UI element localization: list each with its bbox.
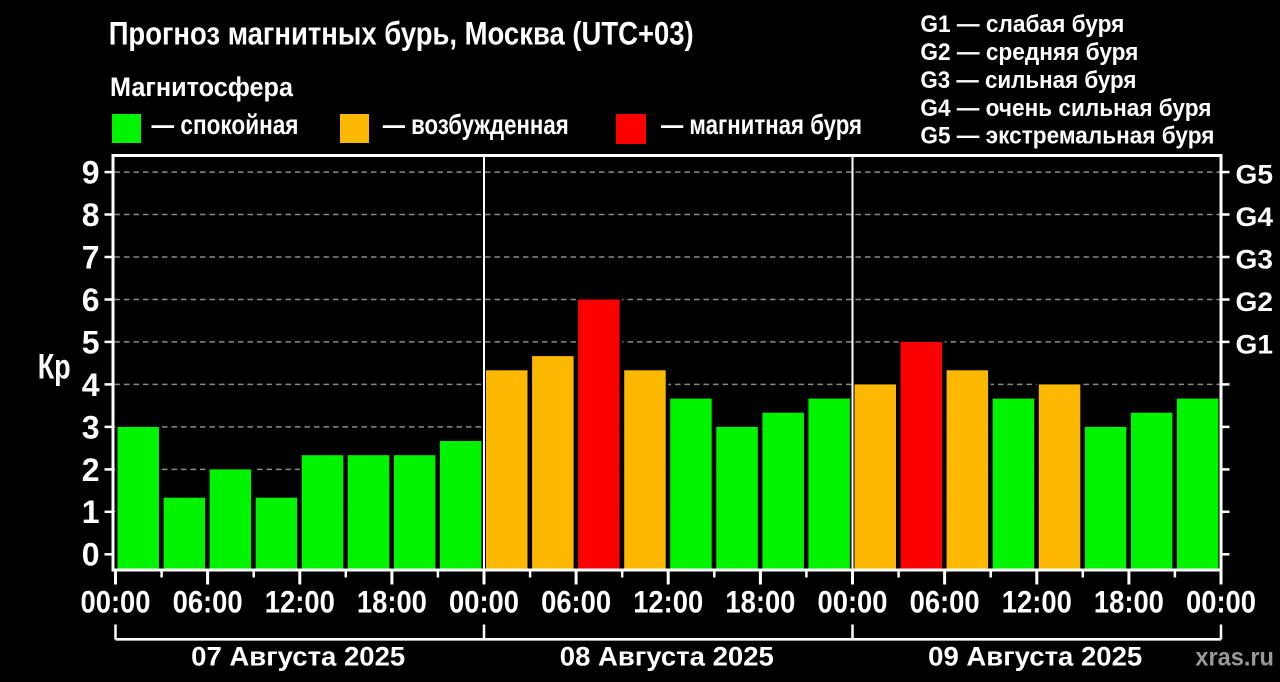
svg-text:Магнитосфера: Магнитосфера (110, 72, 293, 102)
svg-text:06:00: 06:00 (541, 583, 611, 619)
svg-text:Прогноз магнитных бурь, Москва: Прогноз магнитных бурь, Москва (UTC+03) (109, 15, 694, 51)
svg-text:G5: G5 (1236, 160, 1274, 190)
svg-text:3: 3 (82, 409, 100, 445)
svg-text:18:00: 18:00 (357, 583, 427, 619)
svg-text:G2: G2 (1236, 287, 1274, 317)
svg-text:G3: G3 (1236, 244, 1274, 274)
svg-text:06:00: 06:00 (173, 583, 243, 619)
svg-text:4: 4 (82, 367, 100, 403)
svg-text:6: 6 (82, 282, 100, 318)
svg-text:5: 5 (82, 324, 100, 360)
svg-text:1: 1 (82, 494, 100, 530)
svg-text:8: 8 (82, 197, 100, 233)
svg-text:07 Августа 2025: 07 Августа 2025 (191, 641, 405, 671)
svg-text:G4 — очень сильная буря: G4 — очень сильная буря (920, 95, 1211, 122)
svg-text:08 Августа 2025: 08 Августа 2025 (560, 641, 774, 671)
svg-text:— спокойная: — спокойная (152, 109, 299, 140)
svg-text:06:00: 06:00 (910, 583, 980, 619)
svg-text:G5 — экстремальная буря: G5 — экстремальная буря (920, 123, 1214, 150)
svg-text:G2 — средняя буря: G2 — средняя буря (920, 39, 1138, 66)
svg-text:18:00: 18:00 (1094, 583, 1164, 619)
svg-text:12:00: 12:00 (265, 583, 335, 619)
svg-text:G4: G4 (1236, 202, 1274, 232)
svg-text:G1 — слабая буря: G1 — слабая буря (920, 11, 1124, 38)
svg-text:Кр: Кр (38, 348, 71, 387)
svg-text:2: 2 (82, 452, 100, 488)
svg-text:xras.ru: xras.ru (1195, 644, 1274, 672)
svg-text:G1: G1 (1236, 329, 1274, 359)
svg-text:12:00: 12:00 (633, 583, 703, 619)
svg-text:12:00: 12:00 (1002, 583, 1072, 619)
svg-text:G3 — сильная буря: G3 — сильная буря (920, 67, 1136, 94)
svg-text:7: 7 (82, 239, 100, 275)
svg-text:00:00: 00:00 (1186, 583, 1256, 619)
svg-text:00:00: 00:00 (818, 583, 888, 619)
svg-text:00:00: 00:00 (81, 583, 151, 619)
svg-text:18:00: 18:00 (725, 583, 795, 619)
svg-text:— магнитная буря: — магнитная буря (661, 109, 862, 140)
svg-text:00:00: 00:00 (449, 583, 519, 619)
svg-text:0: 0 (82, 537, 100, 573)
svg-text:9: 9 (82, 154, 100, 190)
svg-text:— возбужденная: — возбужденная (383, 109, 569, 140)
svg-text:09 Августа 2025: 09 Августа 2025 (928, 641, 1142, 671)
